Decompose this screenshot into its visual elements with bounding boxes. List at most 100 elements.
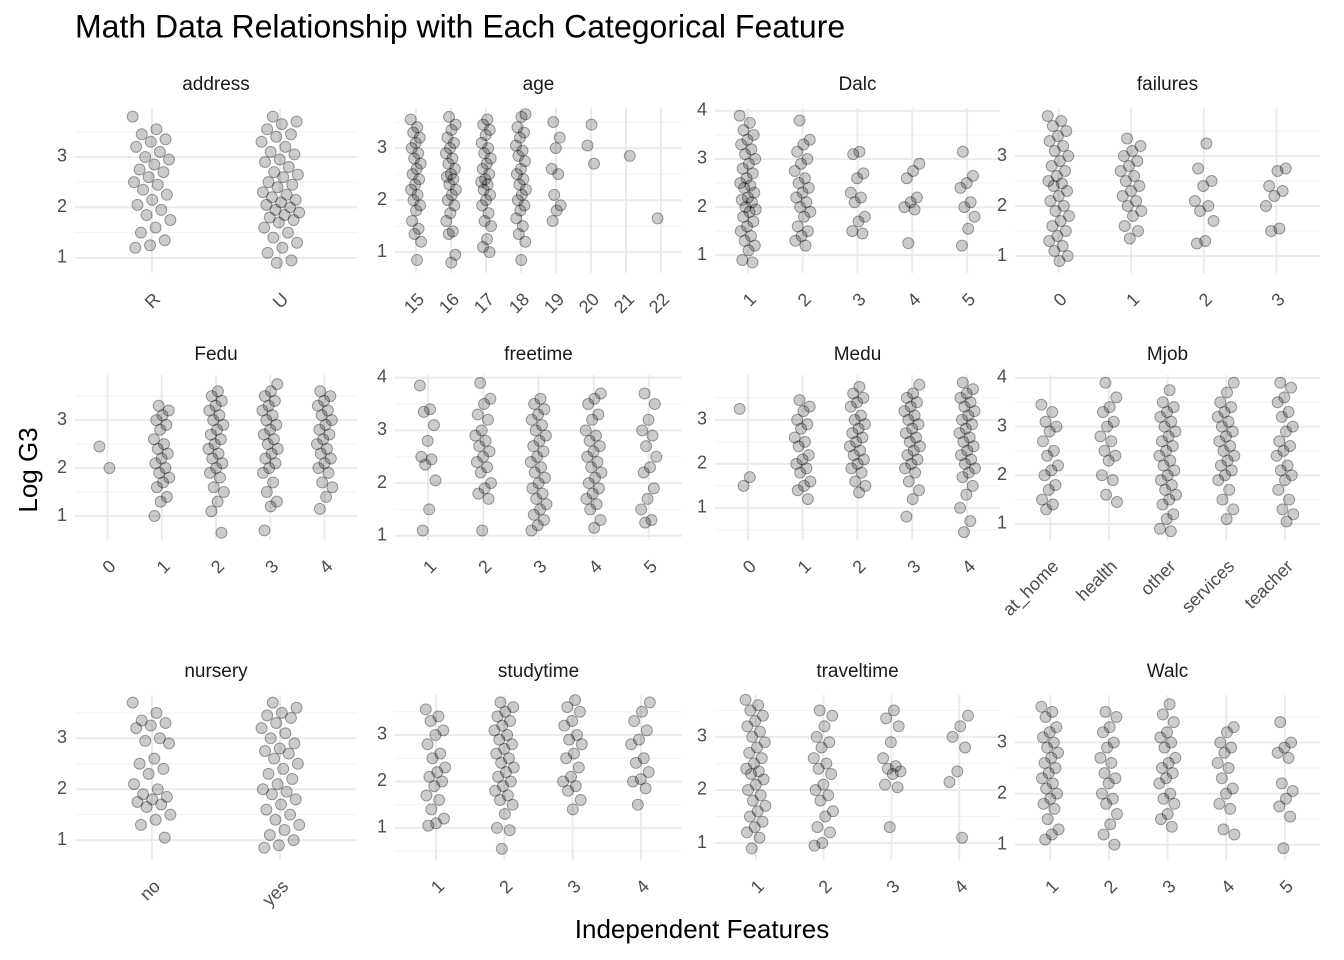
point (759, 799, 772, 812)
point (498, 807, 511, 820)
point (749, 714, 762, 727)
point (1153, 777, 1166, 790)
point (1273, 222, 1286, 235)
point (1202, 200, 1215, 212)
point (406, 168, 419, 181)
point (956, 145, 969, 158)
point (738, 181, 751, 194)
point (531, 519, 544, 532)
point (409, 136, 422, 149)
point (506, 798, 519, 811)
point (314, 447, 327, 460)
point (1062, 150, 1075, 162)
point (1036, 731, 1049, 744)
point (256, 783, 269, 796)
point (884, 736, 897, 749)
point (158, 831, 171, 844)
point (256, 186, 269, 199)
point (643, 696, 656, 709)
point (640, 724, 653, 737)
point (534, 503, 547, 516)
point (749, 152, 762, 165)
point (281, 226, 294, 239)
point (592, 482, 605, 495)
point (951, 765, 964, 778)
point (886, 768, 899, 781)
point (803, 133, 816, 146)
point (271, 378, 284, 391)
point (518, 199, 531, 212)
point (582, 397, 595, 410)
point (490, 747, 503, 760)
point (263, 211, 276, 224)
point (743, 471, 756, 484)
point (792, 440, 805, 453)
point (898, 462, 911, 475)
point (142, 767, 155, 780)
point (275, 196, 288, 209)
point (270, 256, 283, 269)
point (282, 161, 295, 174)
point (268, 752, 281, 765)
strip-title: Mjob (1147, 344, 1188, 365)
point (146, 793, 159, 806)
x-tick-label: 1 (419, 556, 440, 577)
point (286, 178, 299, 191)
point (270, 418, 283, 431)
x-tick-label: 2 (495, 876, 516, 897)
point (267, 433, 280, 446)
point (844, 400, 857, 413)
point (589, 429, 602, 442)
point (311, 399, 324, 412)
point (1275, 410, 1288, 423)
point (1047, 736, 1060, 749)
point (160, 790, 173, 803)
point (153, 466, 166, 479)
point (413, 173, 426, 186)
point (746, 794, 759, 807)
point (1060, 125, 1073, 137)
point (810, 730, 823, 743)
point (428, 780, 441, 793)
point (854, 191, 867, 204)
point (206, 452, 219, 465)
point (519, 235, 532, 248)
point (586, 413, 599, 426)
point (798, 172, 811, 185)
point (955, 239, 968, 252)
point (1162, 756, 1175, 769)
point (1128, 170, 1141, 182)
point (1163, 384, 1176, 397)
point (151, 783, 164, 796)
point (858, 418, 871, 431)
point (857, 453, 870, 466)
point (479, 173, 492, 186)
point (516, 220, 529, 233)
point (475, 136, 488, 149)
point (1278, 741, 1291, 754)
point (316, 476, 329, 489)
point (211, 385, 224, 398)
point (150, 123, 163, 136)
point (406, 214, 419, 227)
point (1153, 522, 1166, 535)
point (429, 728, 442, 741)
point (256, 466, 269, 479)
point (1213, 797, 1226, 810)
point (482, 492, 495, 505)
point (1045, 464, 1058, 477)
point (205, 505, 218, 518)
point (848, 196, 861, 209)
point (290, 701, 303, 714)
point (150, 414, 163, 427)
point (642, 766, 655, 779)
point (264, 423, 277, 436)
x-tick-label: 3 (261, 556, 282, 577)
point (1110, 808, 1123, 821)
point (477, 240, 490, 253)
point (405, 142, 418, 155)
point (280, 785, 293, 798)
point (825, 768, 838, 781)
point (907, 165, 920, 178)
point (954, 720, 967, 733)
